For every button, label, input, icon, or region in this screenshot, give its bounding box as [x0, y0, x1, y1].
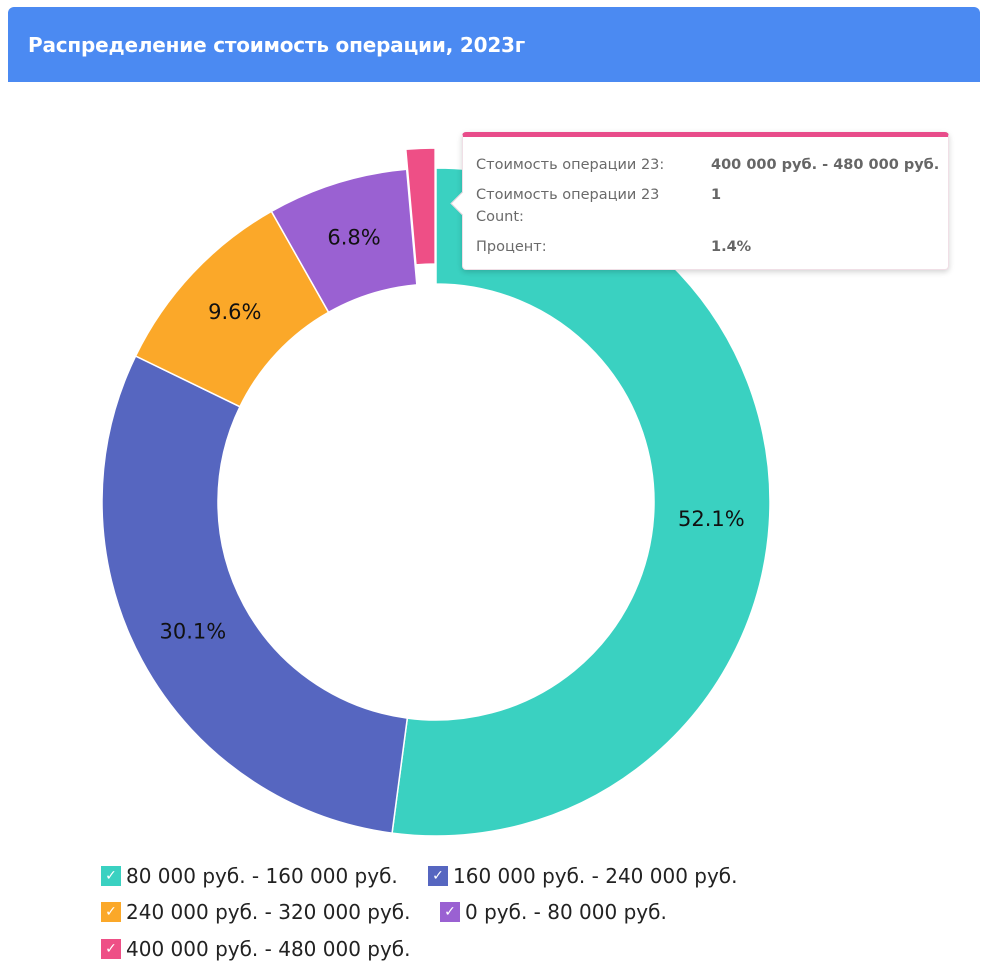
donut-slice[interactable] — [391, 167, 771, 837]
slice-data-label: 6.8% — [327, 225, 380, 249]
checkmark-icon[interactable]: ✓ — [101, 902, 121, 922]
chart-title: Распределение стоимость операции, 2023г — [28, 32, 526, 57]
tooltip-label: Стоимость операции 23 Count: — [476, 187, 660, 225]
chart-header: Распределение стоимость операции, 2023г — [8, 7, 980, 82]
legend-item[interactable]: ✓ 400 000 руб. - 480 000 руб. — [101, 937, 411, 961]
checkmark-icon[interactable]: ✓ — [440, 902, 460, 922]
donut-slice[interactable] — [101, 355, 409, 834]
donut-slice[interactable] — [404, 147, 436, 266]
chart-slices — [101, 147, 771, 837]
tooltip-value: 400 000 руб. - 480 000 руб. — [711, 157, 940, 173]
slice-data-label: 9.6% — [208, 300, 261, 324]
legend-label: 0 руб. - 80 000 руб. — [465, 900, 667, 924]
tooltip-value: 1 — [711, 187, 722, 203]
legend-item[interactable]: ✓ 240 000 руб. - 320 000 руб. — [101, 900, 411, 924]
tooltip-label: Стоимость операции 23: — [476, 157, 665, 173]
legend-label: 240 000 руб. - 320 000 руб. — [126, 900, 411, 924]
legend-label: 160 000 руб. - 240 000 руб. — [453, 864, 738, 888]
legend-item[interactable]: ✓ 0 руб. - 80 000 руб. — [440, 900, 667, 924]
tooltip-value: 1.4% — [711, 239, 752, 255]
tooltip: Стоимость операции 23: 400 000 руб. - 48… — [450, 132, 949, 270]
tooltip-row-percent: Процент: 1.4% — [476, 236, 751, 258]
donut-slice[interactable] — [270, 168, 418, 314]
tooltip-row-category: Стоимость операции 23: 400 000 руб. - 48… — [476, 154, 939, 176]
tooltip-label: Процент: — [476, 239, 547, 255]
checkmark-icon[interactable]: ✓ — [101, 866, 121, 886]
tooltip-row-count: Стоимость операции 23 Count: 1 — [476, 184, 721, 228]
legend-item[interactable]: ✓ 80 000 руб. - 160 000 руб. — [101, 864, 398, 888]
legend-label: 400 000 руб. - 480 000 руб. — [126, 937, 411, 961]
legend-item[interactable]: ✓ 160 000 руб. - 240 000 руб. — [428, 864, 738, 888]
checkmark-icon[interactable]: ✓ — [428, 866, 448, 886]
checkmark-icon[interactable]: ✓ — [101, 939, 121, 959]
legend-label: 80 000 руб. - 160 000 руб. — [126, 864, 398, 888]
chart-data-labels: 52.1% 30.1% 9.6% 6.8% — [160, 225, 745, 643]
slice-data-label: 52.1% — [678, 507, 745, 531]
slice-data-label: 30.1% — [160, 620, 227, 644]
